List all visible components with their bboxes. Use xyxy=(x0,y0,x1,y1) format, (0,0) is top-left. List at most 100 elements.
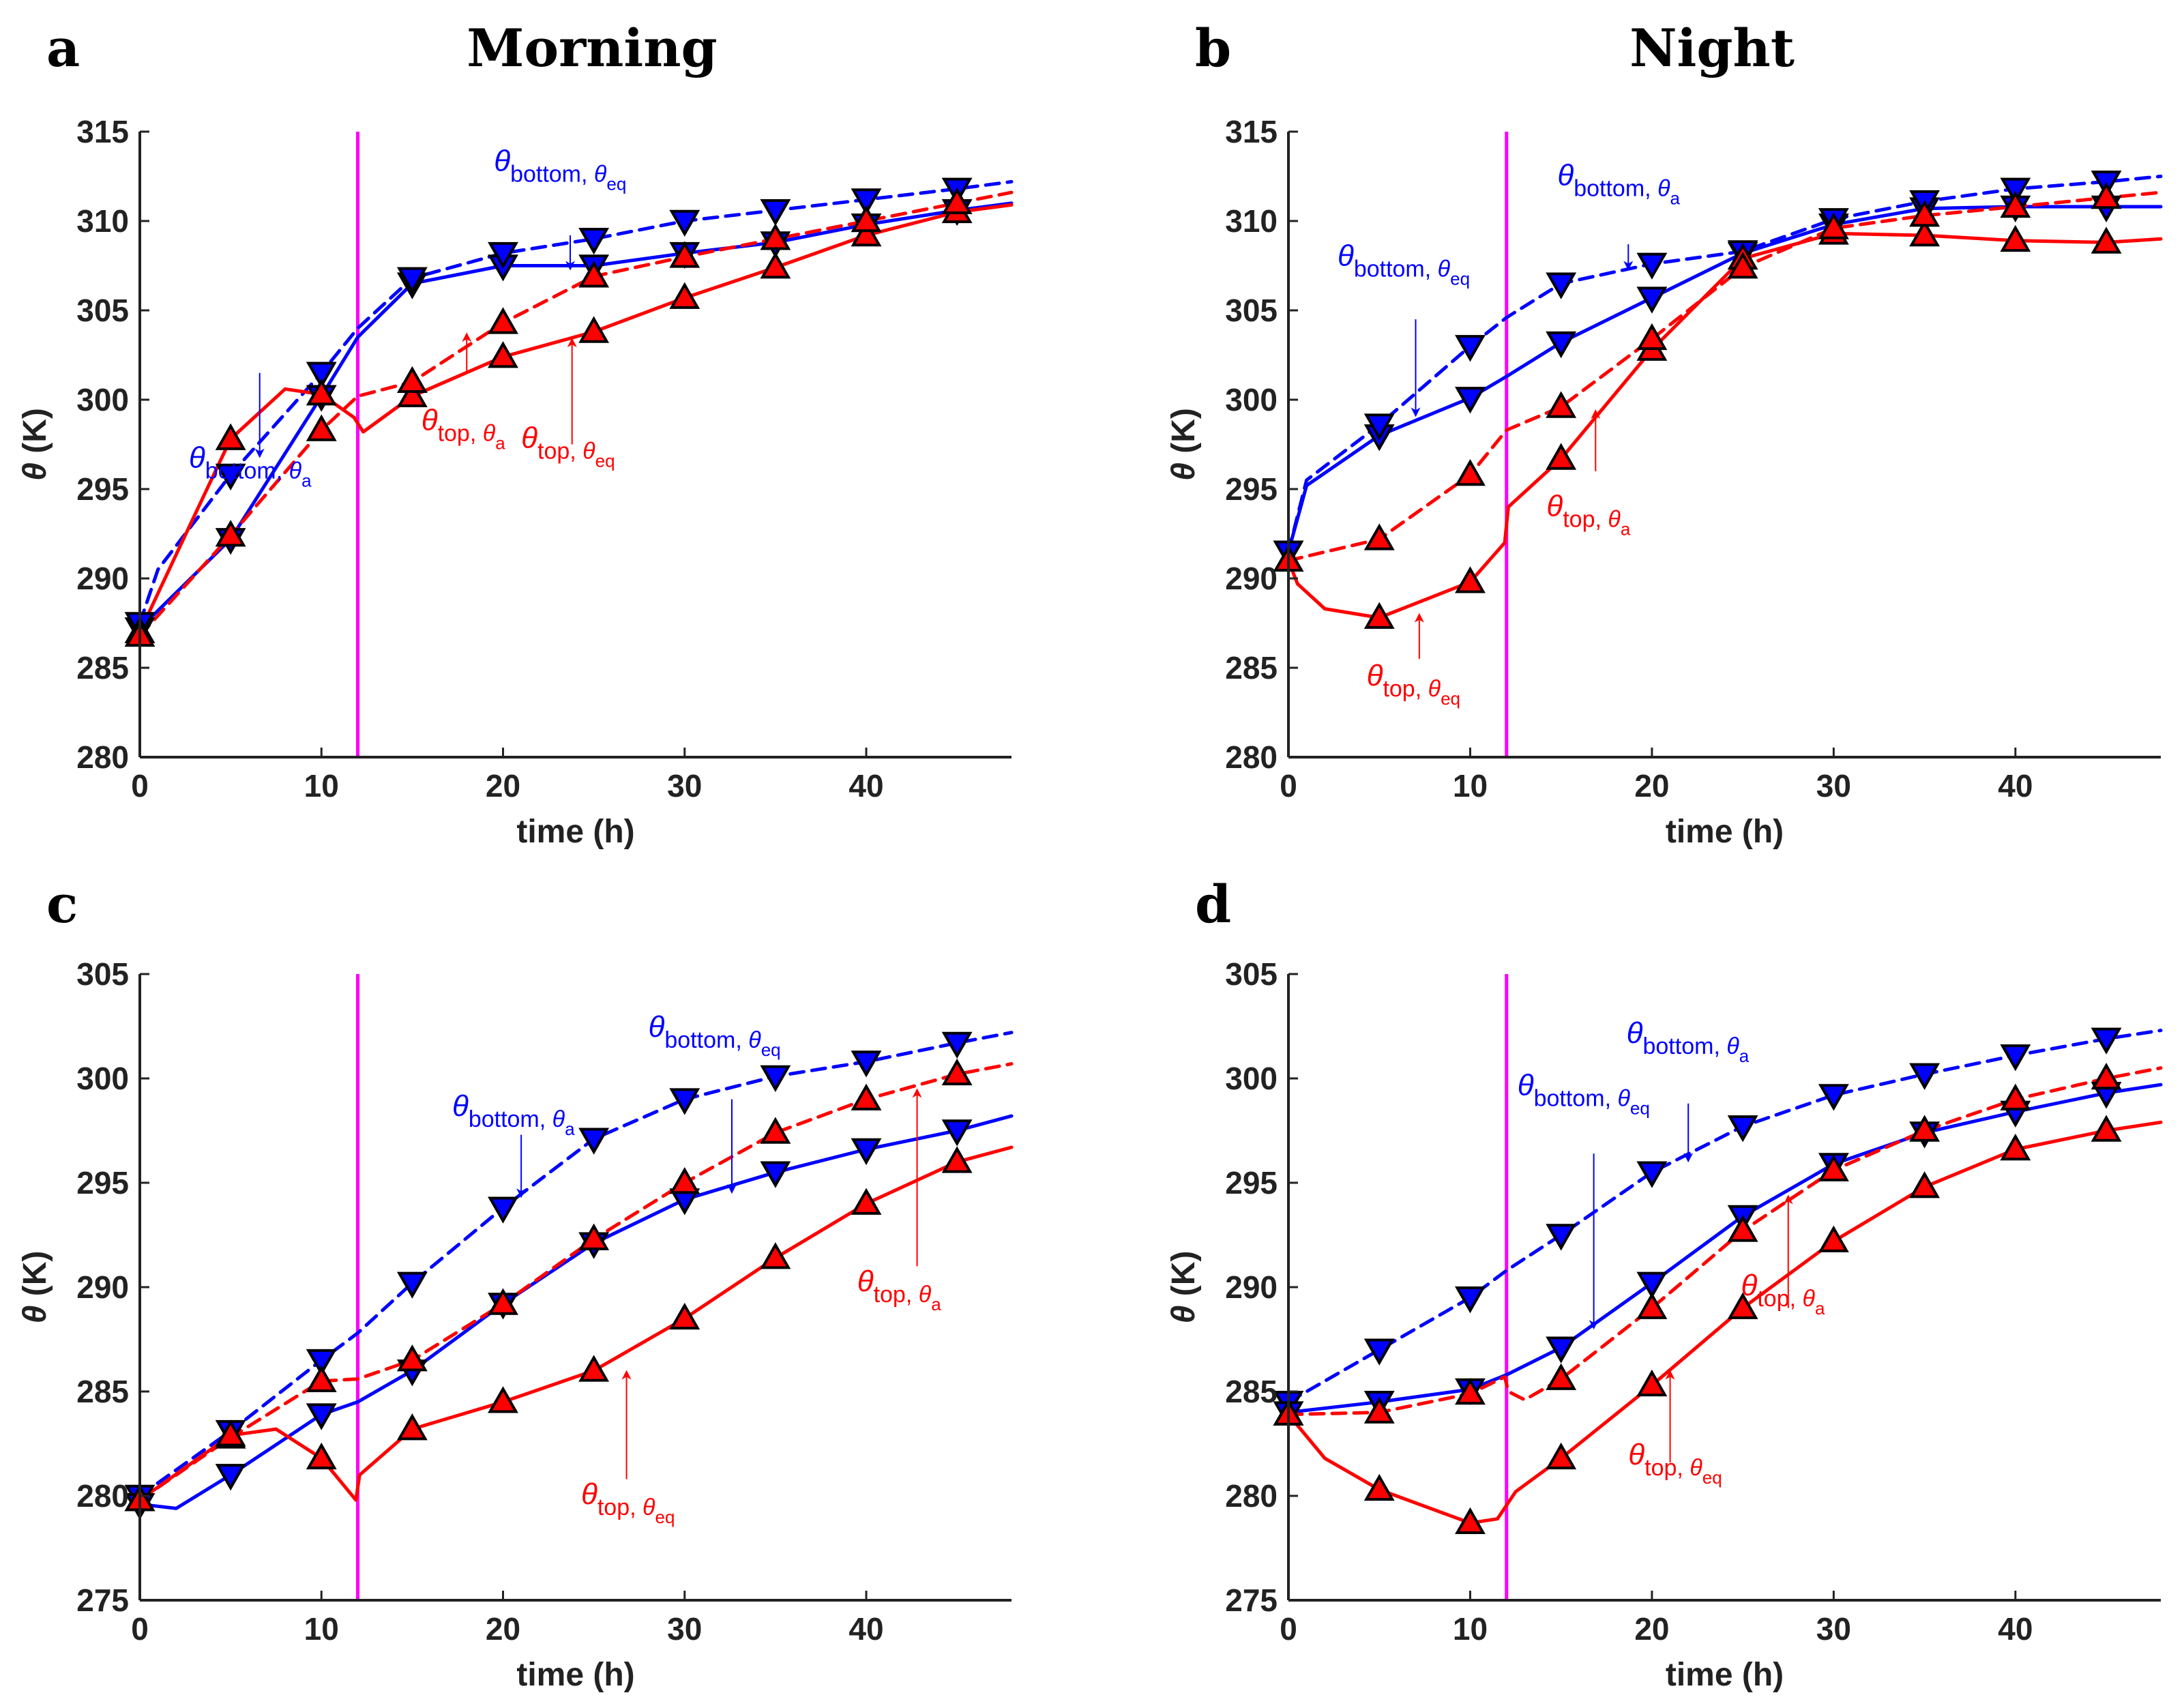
data-point-triangle-up xyxy=(760,1242,791,1269)
data-point-triangle-down xyxy=(1546,1224,1577,1251)
annotation-comma: , xyxy=(581,162,594,188)
data-point-triangle-up xyxy=(578,1223,610,1250)
data-point-triangle-up xyxy=(760,1117,791,1144)
data-point-triangle-down xyxy=(1455,1286,1486,1314)
x-tick-label: 30 xyxy=(667,1611,702,1647)
ann-top-eq: θtop, θeq xyxy=(581,1370,675,1527)
data-point-triangle-down xyxy=(1546,1336,1577,1364)
annotation-comma: , xyxy=(906,1282,919,1308)
data-point-triangle-up xyxy=(2000,1134,2031,1161)
data-point-triangle-up xyxy=(1909,200,1940,227)
annotation-theta: θ xyxy=(1557,159,1574,192)
data-point-triangle-up xyxy=(1455,566,1486,593)
annotation-main: top xyxy=(438,421,470,447)
annotation-theta: θ xyxy=(1628,1438,1644,1471)
annotation-sub: eq xyxy=(761,1040,781,1060)
y-tick-label: 285 xyxy=(1225,1374,1278,1409)
annotation-theta-sub: θ xyxy=(1689,1455,1702,1481)
annotation-main: top xyxy=(537,439,570,465)
annotation-label: θtop, θa xyxy=(1741,1269,1825,1319)
annotation-sub: a xyxy=(1621,518,1631,539)
annotation-theta-sub: θ xyxy=(1803,1286,1816,1312)
annotation-label: θtop, θa xyxy=(422,404,506,454)
data-point-triangle-up xyxy=(215,520,246,547)
annotation-label: θbottom, θeq xyxy=(1518,1068,1650,1118)
annotation-sub: eq xyxy=(1441,688,1460,709)
data-point-triangle-up xyxy=(1727,252,1758,279)
x-tick-label: 10 xyxy=(304,1611,339,1647)
annotation-theta: θ xyxy=(521,422,537,455)
data-point-triangle-down xyxy=(941,1031,973,1059)
data-point-triangle-down xyxy=(851,1050,882,1078)
annotation-theta-sub: θ xyxy=(1657,176,1670,202)
annotation-sub: a xyxy=(301,471,312,491)
annotation-label: θbottom, θeq xyxy=(649,1010,781,1060)
ann-bottom-eq: θbottom, θeq xyxy=(1518,1068,1650,1330)
data-point-triangle-up xyxy=(1455,1378,1486,1405)
data-point-triangle-up xyxy=(851,1083,882,1110)
annotation-theta-sub: θ xyxy=(582,439,595,465)
y-tick-label: 275 xyxy=(76,1582,129,1618)
annotation-sub: eq xyxy=(1702,1467,1722,1488)
y-tick-label: 290 xyxy=(76,1269,129,1305)
ann-top-a: θtop, θa xyxy=(422,332,506,454)
y-axis-label: θ (K) xyxy=(1166,1251,1202,1324)
y-axis-label: θ (K) xyxy=(17,1251,53,1324)
y-axis-label: θ (K) xyxy=(1166,408,1202,481)
data-point-triangle-down xyxy=(2000,177,2031,205)
annotation-main: bottom xyxy=(664,1027,735,1053)
data-point-triangle-up xyxy=(396,1344,428,1372)
x-tick-label: 30 xyxy=(1816,1611,1851,1647)
y-tick-label: 305 xyxy=(76,293,129,328)
x-tick-label: 40 xyxy=(848,1611,883,1647)
annotation-main: top xyxy=(1563,506,1595,532)
annotation-main: top xyxy=(874,1282,906,1308)
x-tick-label: 0 xyxy=(1280,1611,1297,1647)
data-point-triangle-down xyxy=(2000,1044,2031,1072)
annotation-comma: , xyxy=(470,421,483,447)
data-point-triangle-up xyxy=(941,1146,973,1173)
data-point-triangle-down xyxy=(1455,335,1486,362)
data-point-triangle-up xyxy=(1636,1369,1668,1397)
annotation-sub: eq xyxy=(606,174,626,194)
x-tick-label: 30 xyxy=(667,768,702,804)
data-point-triangle-up xyxy=(1909,1171,1940,1198)
data-point-triangle-down xyxy=(851,1138,882,1166)
annotation-label: θtop, θeq xyxy=(1628,1438,1722,1488)
y-tick-label: 300 xyxy=(76,1061,129,1096)
data-point-triangle-up xyxy=(1636,1292,1668,1319)
data-point-triangle-up xyxy=(760,223,791,250)
data-point-triangle-down xyxy=(669,209,700,237)
y-tick-label: 300 xyxy=(76,382,129,417)
data-point-triangle-down xyxy=(488,1196,518,1224)
panel-letter: d xyxy=(1195,874,1231,934)
annotation-theta: θ xyxy=(649,1010,665,1044)
annotation-theta: θ xyxy=(1546,489,1563,522)
data-point-triangle-up xyxy=(2000,1083,2031,1110)
annotation-theta: θ xyxy=(189,441,205,475)
annotation-theta-sub: θ xyxy=(1617,1085,1630,1111)
data-point-triangle-down xyxy=(488,241,518,269)
panel-b: b Night 0 10 20 30 40 280 285 290 295 300 305 310 315 t… xyxy=(1166,18,2163,850)
data-point-triangle-up xyxy=(1455,1507,1486,1535)
data-point-triangle-up xyxy=(1546,1442,1577,1470)
y-axis-unit: (K) xyxy=(1166,408,1202,462)
annotation-comma: , xyxy=(1425,256,1438,282)
y-tick-label: 295 xyxy=(76,471,129,507)
data-point-triangle-down xyxy=(941,1119,973,1147)
data-point-triangle-down xyxy=(669,1088,700,1115)
data-point-triangle-down xyxy=(306,362,337,389)
annotation-comma: , xyxy=(1415,676,1428,702)
series-line-2 xyxy=(1286,1083,2163,1415)
ann-bottom-eq: θbottom, θeq xyxy=(1338,239,1470,417)
series-line-4 xyxy=(1286,1120,2163,1525)
y-axis-symbol: θ xyxy=(17,462,53,481)
annotation-main: bottom xyxy=(1354,256,1425,282)
y-tick-label: 285 xyxy=(76,1374,129,1409)
data-point-triangle-down xyxy=(1636,1271,1668,1299)
annotation-theta: θ xyxy=(857,1265,874,1298)
data-point-triangle-down xyxy=(1546,331,1577,359)
y-axis-unit: (K) xyxy=(1166,1251,1202,1306)
annotation-theta-sub: θ xyxy=(1438,256,1451,282)
